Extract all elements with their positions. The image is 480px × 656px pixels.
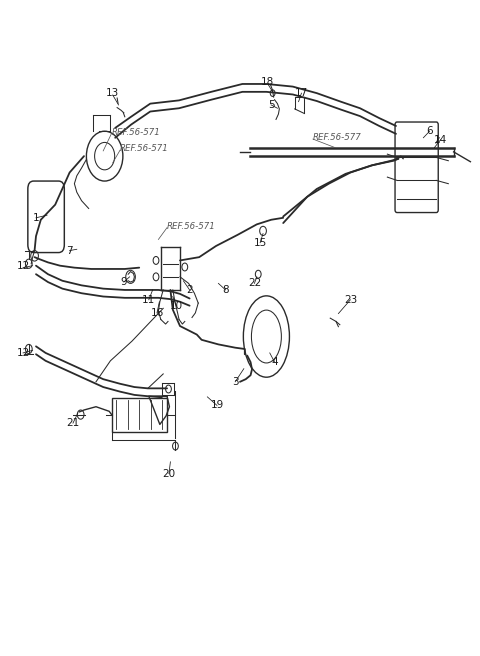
Text: 10: 10 — [170, 301, 183, 312]
Text: 16: 16 — [150, 308, 164, 318]
Text: 15: 15 — [253, 237, 267, 248]
Text: 14: 14 — [434, 134, 447, 145]
Text: 12: 12 — [16, 260, 30, 271]
Text: 19: 19 — [210, 400, 224, 411]
Text: 22: 22 — [248, 278, 261, 289]
Text: REF.56-577: REF.56-577 — [313, 133, 362, 142]
Text: 6: 6 — [426, 126, 433, 136]
Text: 20: 20 — [162, 468, 176, 479]
Text: 18: 18 — [261, 77, 275, 87]
Text: 9: 9 — [120, 277, 127, 287]
Text: REF.56-571: REF.56-571 — [167, 222, 216, 231]
Text: 13: 13 — [106, 88, 120, 98]
Text: 2: 2 — [186, 285, 193, 295]
Text: 23: 23 — [344, 295, 357, 305]
Text: 8: 8 — [222, 285, 229, 295]
Text: 12: 12 — [16, 348, 30, 358]
Text: 17: 17 — [295, 88, 308, 98]
Text: 4: 4 — [271, 357, 278, 367]
Text: 21: 21 — [66, 418, 80, 428]
Text: 5: 5 — [268, 100, 275, 110]
Text: REF.56-571: REF.56-571 — [111, 128, 160, 137]
Text: 1: 1 — [33, 213, 39, 223]
Text: 7: 7 — [66, 245, 73, 256]
Text: REF.56-571: REF.56-571 — [120, 144, 169, 154]
Text: 3: 3 — [232, 377, 239, 387]
Text: 11: 11 — [142, 295, 156, 305]
